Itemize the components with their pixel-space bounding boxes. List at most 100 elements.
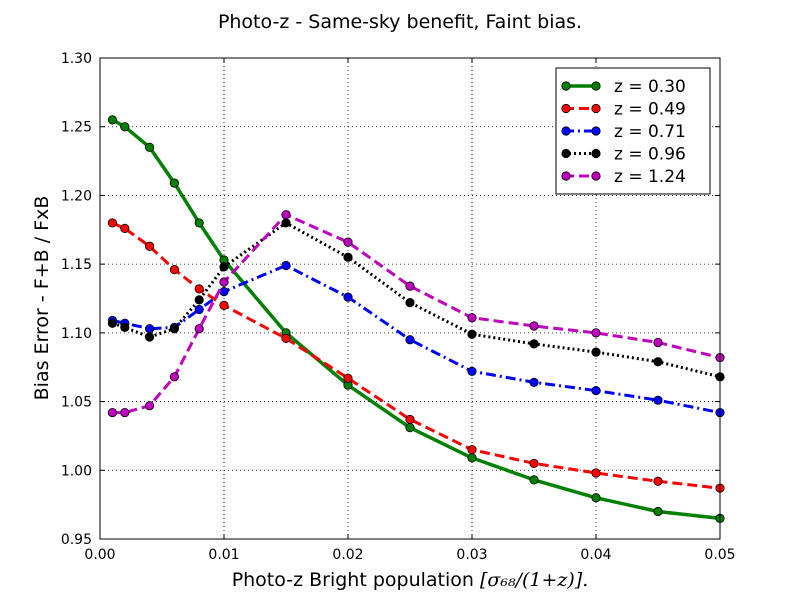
data-point xyxy=(591,385,601,396)
legend-label: z = 0.71 xyxy=(614,122,686,142)
y-tick-label: 1.30 xyxy=(61,51,92,67)
series-3 xyxy=(107,218,725,382)
data-point xyxy=(343,237,353,247)
y-tick-label: 1.05 xyxy=(61,395,92,411)
ticks: 0.00 0.01 0.02 0.03 0.04 0.05 0.95 1.00 1.05 1.10… xyxy=(61,51,736,563)
data-point xyxy=(194,218,204,228)
data-point xyxy=(529,377,539,387)
series-line xyxy=(111,221,721,490)
data-point xyxy=(405,414,415,425)
data-point xyxy=(145,401,155,411)
data-point xyxy=(169,178,179,188)
x-tick-label: 0.00 xyxy=(84,547,115,563)
data-point xyxy=(219,277,229,287)
data-point xyxy=(467,329,477,339)
data-point xyxy=(653,476,663,486)
data-point xyxy=(405,281,415,291)
data-point xyxy=(343,373,353,383)
data-point xyxy=(145,142,155,152)
y-tick-label: 1.25 xyxy=(61,120,92,136)
data-point xyxy=(653,357,663,367)
x-tick-label: 0.03 xyxy=(456,547,487,563)
data-point xyxy=(281,218,291,228)
y-tick-label: 1.00 xyxy=(61,463,92,479)
data-point xyxy=(467,453,477,463)
data-point xyxy=(120,322,130,332)
legend-marker xyxy=(561,103,571,114)
legend-label: z = 0.49 xyxy=(614,100,686,120)
data-point xyxy=(145,241,155,251)
data-point xyxy=(653,395,663,405)
data-point xyxy=(529,321,539,331)
y-tick-label: 1.10 xyxy=(61,326,92,342)
y-tick-label: 1.20 xyxy=(61,188,92,204)
chart-title: Photo-z - Same-sky benefit, Faint bias. xyxy=(218,11,582,33)
legend-label: z = 0.96 xyxy=(614,145,686,165)
x-tick-label: 0.01 xyxy=(208,547,239,563)
data-point xyxy=(219,300,229,310)
legend: z = 0.30 z = 0.49z = 0.71 z = 0.96z = 1.24 xyxy=(555,67,711,195)
legend-marker xyxy=(591,171,601,181)
data-point xyxy=(120,122,130,132)
data-point xyxy=(529,339,539,349)
legend-frame xyxy=(555,67,711,195)
data-point xyxy=(281,333,291,343)
data-point xyxy=(281,260,291,271)
x-axis-label-math: [σ₆₈/(1+z)]. xyxy=(480,569,588,591)
data-point xyxy=(529,458,539,469)
series-1 xyxy=(107,218,725,493)
legend-marker xyxy=(561,171,571,181)
data-point xyxy=(107,318,118,328)
legend-marker xyxy=(561,81,571,91)
data-point xyxy=(591,328,601,338)
data-point xyxy=(529,475,539,485)
data-point xyxy=(194,295,204,305)
data-point xyxy=(120,407,130,418)
x-tick-label: 0.02 xyxy=(332,547,363,563)
data-point xyxy=(107,218,118,228)
data-point xyxy=(219,287,229,297)
data-point xyxy=(169,265,179,275)
data-point xyxy=(405,335,415,345)
legend-label: z = 0.30 xyxy=(614,77,686,97)
series-line xyxy=(112,213,721,415)
x-axis-label-text: Photo-z Bright population xyxy=(232,569,480,591)
legend-marker xyxy=(591,148,601,159)
y-axis-label: Bias Error - F+B / FxB xyxy=(31,196,53,401)
data-point xyxy=(219,262,229,272)
data-point xyxy=(281,210,291,220)
data-point xyxy=(343,252,353,262)
y-tick-label: 0.95 xyxy=(61,532,92,548)
data-point xyxy=(169,324,179,334)
data-point xyxy=(467,445,477,455)
data-point xyxy=(145,324,155,334)
data-point xyxy=(405,298,415,308)
data-point xyxy=(169,372,179,382)
data-point xyxy=(107,115,118,125)
series-line xyxy=(111,221,721,379)
legend-marker xyxy=(591,103,601,114)
data-point xyxy=(107,407,118,418)
legend-marker xyxy=(561,126,571,136)
data-point xyxy=(194,324,204,334)
data-point xyxy=(591,347,601,357)
y-tick-label: 1.15 xyxy=(61,257,92,273)
data-point xyxy=(467,366,477,376)
data-point xyxy=(653,337,663,348)
series-layer xyxy=(107,115,725,523)
data-point xyxy=(343,292,353,302)
data-point xyxy=(405,423,415,433)
data-point xyxy=(120,223,130,234)
data-point xyxy=(194,304,204,315)
data-point xyxy=(467,313,477,323)
data-point xyxy=(145,332,155,342)
plot-frame xyxy=(99,57,721,540)
data-point xyxy=(591,493,601,503)
data-point xyxy=(194,284,204,294)
legend-marker xyxy=(561,148,571,159)
data-point xyxy=(653,506,663,517)
data-point xyxy=(591,468,601,478)
legend-marker xyxy=(591,126,601,136)
legend-label: z = 1.24 xyxy=(614,167,686,187)
